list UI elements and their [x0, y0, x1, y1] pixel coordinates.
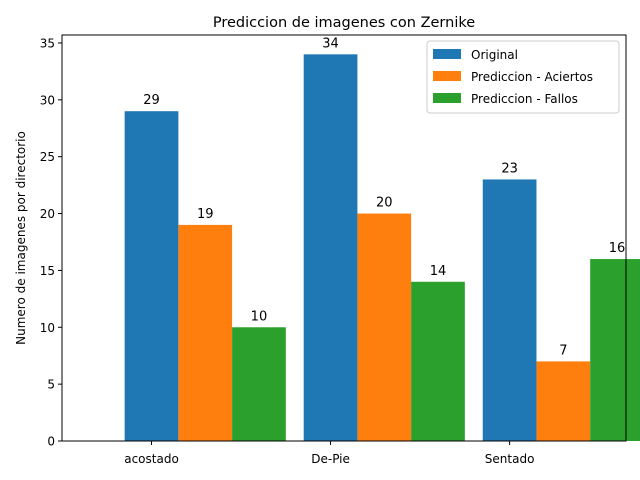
bar-prediccion-fallos-acostado: [232, 327, 286, 441]
plot-area: 29 34 23 19 20 7 10 14 16 0 5 10 15 20 25 30 35 acostado D…: [40, 34, 640, 466]
legend-frame: [426, 40, 620, 114]
legend-swatch: [433, 93, 461, 103]
bar-original-acostado: [124, 111, 179, 441]
data-label: 23: [501, 161, 518, 176]
y-tick-label: 10: [40, 321, 55, 335]
data-label: 10: [251, 309, 268, 324]
legend: Original Prediccion - Aciertos Prediccion …: [426, 40, 620, 114]
axes-frame: [61, 34, 627, 442]
bar-prediccion-fallos-de-pie: [411, 281, 465, 441]
chart-title: Prediccion de imagenes con Zernike: [213, 15, 475, 31]
bar-prediccion-aciertos-sentado: [536, 361, 591, 441]
y-tick-label: 30: [40, 93, 55, 107]
y-tick-label: 20: [40, 207, 55, 221]
bar-prediccion-aciertos-de-pie: [357, 213, 412, 441]
legend-label: Prediccion - Aciertos: [471, 70, 593, 84]
legend-swatch: [433, 49, 461, 59]
y-tick-label: 35: [40, 36, 55, 50]
legend-label: Prediccion - Fallos: [471, 92, 578, 106]
y-tick-label: 5: [47, 378, 55, 392]
y-axis-label: Numero de imagenes por directorio: [14, 131, 28, 345]
y-tick-label: 15: [40, 264, 55, 278]
bar-prediccion-fallos-sentado: [590, 259, 640, 441]
y-tick-label: 25: [40, 150, 55, 164]
data-label: 19: [197, 207, 214, 222]
x-tick-label: acostado: [124, 452, 179, 466]
data-label: 20: [376, 196, 393, 211]
bar-prediccion-aciertos-acostado: [178, 224, 233, 441]
data-label: 7: [559, 343, 567, 358]
legend-label: Original: [471, 48, 518, 62]
x-tick-label: De-Pie: [311, 452, 350, 466]
x-tick-label: Sentado: [485, 452, 535, 466]
legend-swatch: [433, 71, 461, 81]
data-label: 14: [430, 264, 447, 279]
y-tick-label: 0: [47, 435, 55, 449]
bar-original-sentado: [482, 179, 537, 441]
data-label: 16: [609, 241, 626, 256]
data-label: 29: [143, 93, 160, 108]
data-label: 34: [322, 36, 339, 51]
bar-original-de-pie: [303, 54, 358, 441]
